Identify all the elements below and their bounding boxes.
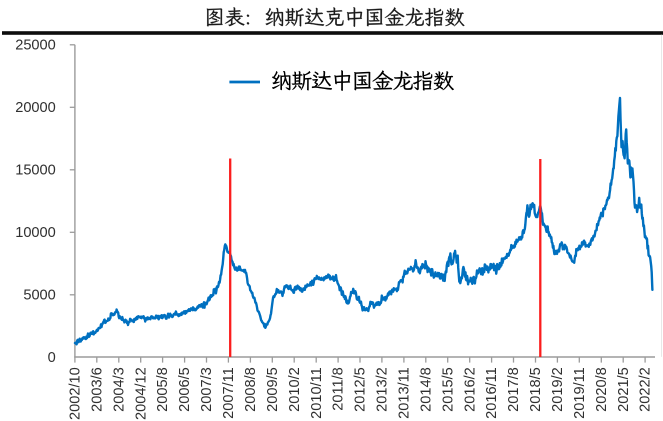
- svg-text:2015/5: 2015/5: [440, 367, 456, 412]
- svg-text:2008/8: 2008/8: [243, 367, 259, 412]
- svg-text:2016/2: 2016/2: [462, 367, 478, 412]
- svg-text:2014/8: 2014/8: [418, 367, 434, 412]
- svg-text:2007/11: 2007/11: [221, 367, 237, 419]
- svg-text:2009/5: 2009/5: [265, 367, 281, 412]
- svg-text:10000: 10000: [15, 225, 56, 241]
- svg-text:2013/11: 2013/11: [397, 367, 413, 419]
- svg-text:2010/11: 2010/11: [309, 367, 325, 419]
- svg-text:2016/11: 2016/11: [484, 367, 500, 419]
- svg-text:0: 0: [48, 350, 56, 366]
- svg-text:2019/11: 2019/11: [572, 367, 588, 419]
- svg-text:2018/5: 2018/5: [528, 367, 544, 412]
- svg-text:2006/5: 2006/5: [177, 367, 193, 412]
- svg-text:2004/12: 2004/12: [133, 367, 149, 420]
- svg-text:2010/2: 2010/2: [287, 367, 303, 412]
- svg-text:2003/6: 2003/6: [89, 367, 105, 412]
- svg-text:2013/2: 2013/2: [375, 367, 391, 412]
- svg-text:2011/8: 2011/8: [331, 367, 347, 411]
- svg-text:2004/3: 2004/3: [111, 367, 127, 412]
- svg-text:25000: 25000: [15, 38, 56, 54]
- svg-text:2019/2: 2019/2: [550, 367, 566, 412]
- svg-text:20000: 20000: [15, 100, 56, 116]
- svg-text:2002/10: 2002/10: [68, 367, 84, 420]
- svg-text:2022/2: 2022/2: [638, 367, 654, 412]
- svg-text:2017/8: 2017/8: [506, 367, 522, 412]
- svg-text:2021/5: 2021/5: [616, 367, 632, 412]
- svg-text:2005/8: 2005/8: [155, 367, 171, 412]
- svg-text:2020/8: 2020/8: [594, 367, 610, 412]
- svg-text:15000: 15000: [15, 163, 56, 179]
- svg-text:2012/5: 2012/5: [353, 367, 369, 412]
- svg-text:2007/3: 2007/3: [199, 367, 215, 412]
- svg-text:5000: 5000: [23, 288, 55, 304]
